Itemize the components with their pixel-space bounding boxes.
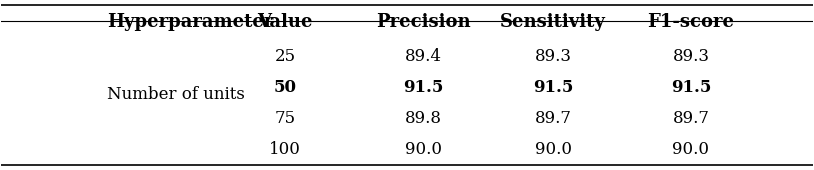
- Text: 91.5: 91.5: [533, 79, 573, 96]
- Text: 89.4: 89.4: [405, 48, 442, 65]
- Text: 91.5: 91.5: [403, 79, 444, 96]
- Text: 100: 100: [269, 141, 301, 158]
- Text: Value: Value: [257, 13, 313, 31]
- Text: 90.0: 90.0: [405, 141, 442, 158]
- Text: 89.7: 89.7: [535, 110, 571, 127]
- Text: 75: 75: [275, 110, 295, 127]
- Text: 90.0: 90.0: [535, 141, 571, 158]
- Text: 25: 25: [275, 48, 295, 65]
- Text: 89.3: 89.3: [535, 48, 571, 65]
- Text: 89.7: 89.7: [672, 110, 710, 127]
- Text: F1-score: F1-score: [647, 13, 734, 31]
- Text: 91.5: 91.5: [671, 79, 711, 96]
- Text: 90.0: 90.0: [672, 141, 710, 158]
- Text: 89.8: 89.8: [405, 110, 442, 127]
- Text: Precision: Precision: [376, 13, 470, 31]
- Text: Number of units: Number of units: [107, 86, 245, 103]
- Text: Sensitivity: Sensitivity: [500, 13, 606, 31]
- Text: Hyperparameter: Hyperparameter: [107, 13, 274, 31]
- Text: 50: 50: [274, 79, 297, 96]
- Text: 89.3: 89.3: [672, 48, 710, 65]
